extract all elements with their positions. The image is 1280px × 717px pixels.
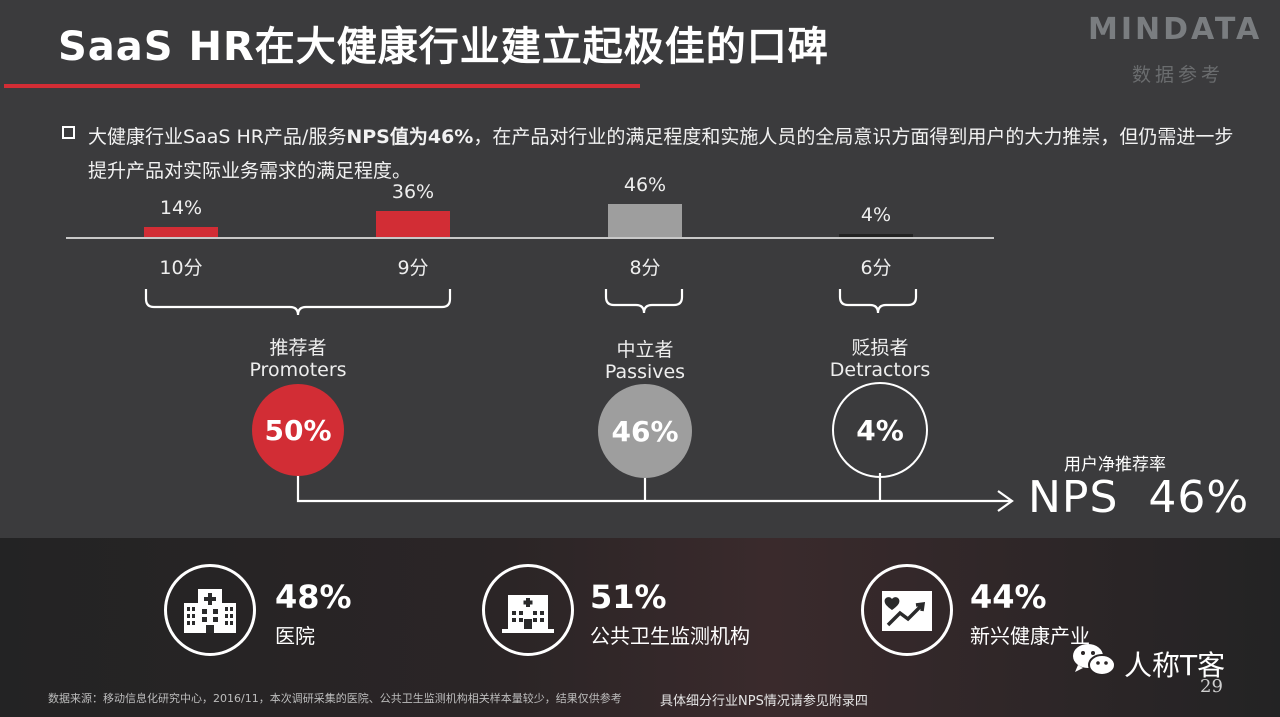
promoters-label-en: Promoters [249,359,347,381]
summary-text: 大健康行业SaaS HR产品/服务NPS值为46%，在产品对行业的满足程度和实施… [88,120,1248,188]
detractors-label-en: Detractors [829,359,931,381]
nps-connector-line [296,473,1010,503]
public-health-percent: 51% [590,578,667,616]
brand-watermark: 人称T客 [1124,649,1226,682]
promoters-circle: 50% [252,384,344,476]
bullet-square-icon [62,126,75,139]
emerging-health-percent: 44% [970,578,1047,616]
brand-logo: MINDATA [1088,12,1263,47]
passives-value: 46% [611,414,679,448]
hospital-icon [164,564,256,656]
bar-value-label-3: 46% [623,174,667,196]
nps-label: NPS [1028,472,1119,523]
health-building-icon [482,564,574,656]
chart-baseline [66,237,994,239]
page-title: SaaS HR在大健康行业建立起极佳的口碑 [58,24,829,70]
heart-trend-icon [861,564,953,656]
detractors-circle: 4% [832,382,928,478]
bar-category-label-4: 6分 [860,257,892,279]
passives-circle: 46% [598,384,692,478]
passives-label-en: Passives [604,361,686,383]
score-bar-3 [608,204,682,237]
public-health-label: 公共卫生监测机构 [590,624,750,648]
source-note: 数据来源：移动信息化研究中心，2016/11，本次调研采集的医院、公共卫生监测机… [48,692,622,705]
passives-bracket [604,289,684,314]
bar-value-label-2: 36% [391,181,435,204]
summary-part1: 大健康行业SaaS HR产品/服务 [88,126,347,148]
detractors-label-cn: 贬损者 [851,337,909,359]
title-underline [4,84,640,88]
promoters-bracket [144,289,452,316]
hospital-percent: 48% [275,578,352,616]
page-number: 29 [1200,676,1223,697]
passives-label-cn: 中立者 [616,339,674,361]
bar-category-label-1: 10分 [159,257,203,279]
score-bar-4 [839,234,913,237]
nps-value: 46% [1148,472,1250,523]
arrow-head-icon [997,490,1014,512]
score-bar-2 [376,211,450,237]
promoters-label-cn: 推荐者 [269,337,327,359]
detractors-value: 4% [856,413,904,447]
score-bar-1 [144,226,218,237]
bar-category-label-2: 9分 [397,257,429,279]
bar-value-label-1: 14% [159,196,203,219]
brand-logo-subtitle: 数据参考 [1132,64,1225,86]
nps-caption: 用户净推荐率 [1064,455,1166,475]
wechat-icon [1070,640,1118,684]
hospital-label: 医院 [275,624,315,648]
bar-value-label-4: 4% [860,204,892,227]
summary-highlight: NPS值为46% [346,126,474,148]
promoters-value: 50% [264,413,332,447]
appendix-note: 具体细分行业NPS情况请参见附录四 [660,694,868,709]
detractors-bracket [838,289,918,314]
nps-result: NPS 46% [1028,472,1249,523]
summary-part2: ，在产品对行业的满足程度和实施人员的全局意识方面得到用户的大力推崇，但仍需进一步… [88,126,1234,182]
emerging-health-label: 新兴健康产业 [970,624,1090,648]
bar-category-label-3: 8分 [629,257,661,279]
